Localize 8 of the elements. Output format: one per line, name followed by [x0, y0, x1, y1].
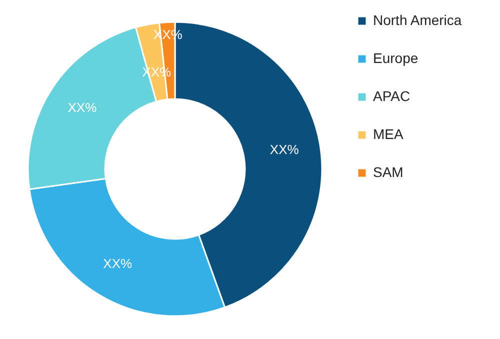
legend-label: MEA [373, 126, 404, 142]
legend-label: North America [373, 12, 462, 28]
legend-label: SAM [373, 164, 404, 180]
legend-label: Europe [373, 50, 418, 66]
data-label: XX% [68, 100, 98, 116]
data-label: XX% [103, 256, 132, 272]
legend-label: APAC [373, 88, 410, 104]
data-label: XX% [270, 142, 300, 157]
